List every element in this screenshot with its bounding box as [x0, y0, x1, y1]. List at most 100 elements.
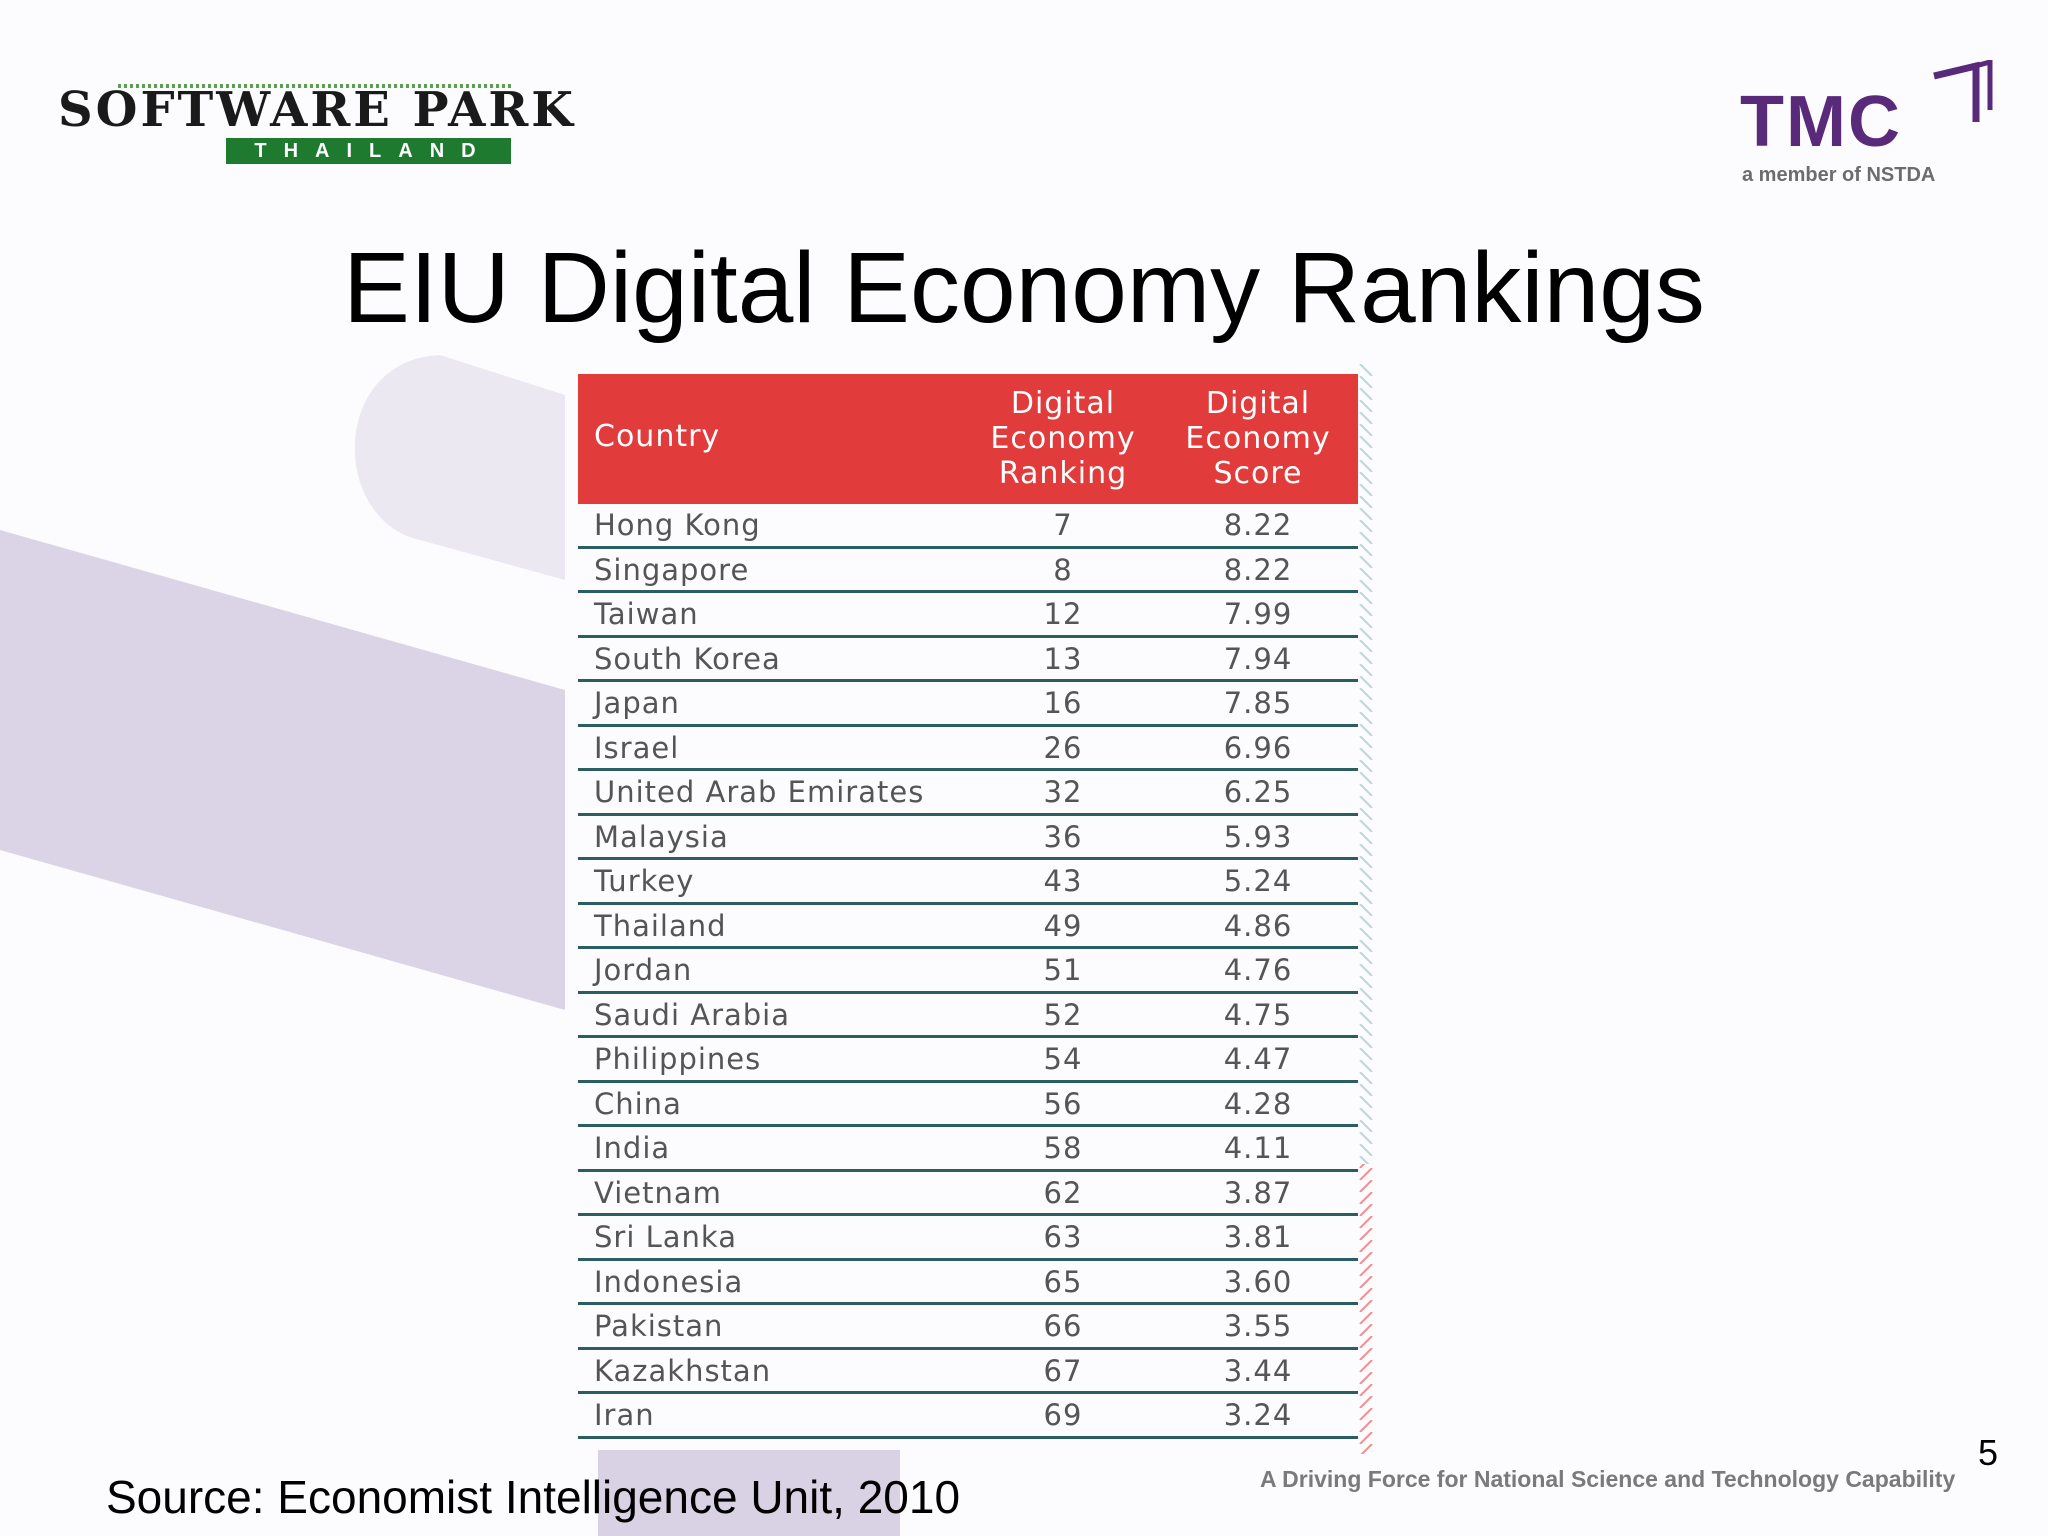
cell-country: South Korea	[594, 641, 781, 676]
table-row: Singapore 8 8.22	[578, 549, 1358, 593]
cell-country: India	[594, 1131, 671, 1165]
cell-rank: 12	[1043, 597, 1083, 631]
cell-rank: 52	[1043, 997, 1083, 1032]
table-row: Israel 26 6.96	[578, 727, 1358, 771]
cell-score: 4.86	[1223, 908, 1293, 943]
cell-score: 3.81	[1223, 1220, 1293, 1254]
cell-score: 5.24	[1223, 864, 1293, 898]
cell-rank: 16	[1043, 686, 1083, 720]
cell-country: Turkey	[594, 864, 695, 898]
cell-country: Pakistan	[594, 1309, 724, 1343]
header-score-line: Score	[1213, 456, 1303, 491]
cell-rank: 69	[1043, 1398, 1083, 1432]
table-row: China 56 4.28	[578, 1083, 1358, 1127]
cell-country: Kazakhstan	[594, 1353, 772, 1388]
table-body: Hong Kong 7 8.22 Singapore 8 8.22 Taiwan 12 7.…	[578, 504, 1358, 1439]
table-edge-hatch-decoration	[1358, 364, 1374, 1454]
software-park-logo-country: THAILAND	[226, 138, 511, 164]
cell-score: 4.47	[1223, 1042, 1293, 1076]
cell-rank: 49	[1043, 908, 1083, 943]
cell-score: 6.96	[1223, 730, 1293, 765]
cell-rank: 62	[1043, 1175, 1083, 1210]
cell-score: 7.85	[1223, 686, 1293, 720]
cell-country: Sri Lanka	[594, 1220, 737, 1254]
source-citation: Source: Economist Intelligence Unit, 201…	[106, 1471, 961, 1523]
table-row: Saudi Arabia 52 4.75	[578, 994, 1358, 1038]
cell-country: Philippines	[594, 1042, 762, 1076]
cell-country: Indonesia	[594, 1264, 744, 1299]
cell-rank: 56	[1043, 1086, 1083, 1121]
cell-score: 4.75	[1223, 997, 1293, 1032]
table-row: India 58 4.11	[578, 1127, 1358, 1172]
cell-score: 3.60	[1223, 1264, 1293, 1299]
cell-country: Hong Kong	[594, 508, 761, 542]
cell-rank: 8	[1053, 552, 1073, 587]
cell-rank: 54	[1043, 1042, 1083, 1076]
table-row: Philippines 54 4.47	[578, 1038, 1358, 1083]
page-number: 5	[1978, 1432, 1999, 1473]
cell-rank: 51	[1043, 953, 1083, 987]
cell-country: Thailand	[594, 908, 727, 943]
table-row: United Arab Emirates 32 6.25	[578, 771, 1358, 816]
tmc-logo-subtitle: a member of NSTDA	[1742, 164, 1936, 186]
cell-country: Jordan	[594, 953, 693, 987]
cell-score: 5.93	[1223, 819, 1293, 854]
cell-rank: 32	[1043, 775, 1083, 809]
header-score-line: Digital	[1205, 386, 1311, 421]
cell-score: 8.22	[1223, 552, 1293, 587]
cell-score: 4.28	[1223, 1086, 1293, 1121]
cell-rank: 65	[1043, 1264, 1083, 1299]
table-row: Thailand 49 4.86	[578, 905, 1358, 949]
table-row: Sri Lanka 63 3.81	[578, 1216, 1358, 1261]
cell-country: Singapore	[594, 552, 750, 587]
table-row: Iran 69 3.24	[578, 1394, 1358, 1439]
footer-tagline: A Driving Force for National Science and…	[1260, 1466, 1956, 1492]
table-row: Japan 16 7.85	[578, 682, 1358, 727]
cell-rank: 43	[1043, 864, 1083, 898]
table-row: Pakistan 66 3.55	[578, 1305, 1358, 1350]
tmc-logo-text: TMC	[1740, 82, 1902, 162]
table-header: Country Digital Economy Ranking Digital …	[578, 374, 1358, 504]
table-row: Indonesia 65 3.60	[578, 1261, 1358, 1305]
source-highlight-band	[598, 1450, 900, 1536]
cell-country: Japan	[594, 686, 680, 720]
cell-country: Vietnam	[594, 1175, 722, 1210]
cell-country: China	[594, 1086, 682, 1121]
header-score-line: Economy	[1185, 421, 1331, 456]
cell-score: 3.24	[1223, 1398, 1293, 1432]
cell-country: United Arab Emirates	[594, 775, 925, 809]
cell-score: 7.99	[1223, 597, 1293, 631]
cell-country: Iran	[594, 1398, 655, 1432]
table-row: Hong Kong 7 8.22	[578, 504, 1358, 549]
header-score: Digital Economy Score	[1163, 386, 1353, 491]
table-row: Kazakhstan 67 3.44	[578, 1350, 1358, 1394]
cell-country: Israel	[594, 730, 680, 765]
cell-score: 7.94	[1223, 641, 1293, 676]
cell-country: Malaysia	[594, 819, 729, 854]
cell-country: Saudi Arabia	[594, 997, 791, 1032]
table-row: South Korea 13 7.94	[578, 638, 1358, 682]
cell-score: 4.11	[1223, 1131, 1293, 1165]
cell-rank: 36	[1043, 819, 1083, 854]
cell-rank: 58	[1043, 1131, 1083, 1165]
header-ranking-line: Economy	[990, 421, 1136, 456]
cell-rank: 7	[1053, 508, 1073, 542]
table-row: Malaysia 36 5.93	[578, 816, 1358, 860]
cell-score: 3.87	[1223, 1175, 1293, 1210]
cell-score: 6.25	[1223, 775, 1293, 809]
tmc-arrow-icon	[1933, 60, 1993, 122]
cell-score: 3.55	[1223, 1309, 1293, 1343]
rankings-table: Country Digital Economy Ranking Digital …	[578, 374, 1358, 1439]
cell-rank: 13	[1043, 641, 1083, 676]
software-park-logo: SOFTWARE PARK THAILAND	[58, 82, 576, 164]
cell-rank: 66	[1043, 1309, 1083, 1343]
table-row: Jordan 51 4.76	[578, 949, 1358, 994]
table-row: Turkey 43 5.24	[578, 860, 1358, 905]
cell-rank: 26	[1043, 730, 1083, 765]
cell-score: 8.22	[1223, 508, 1293, 542]
cell-rank: 67	[1043, 1353, 1083, 1388]
tmc-logo: TMC a member of NSTDA	[1740, 60, 2000, 190]
software-park-logo-text: SOFTWARE PARK	[58, 82, 576, 138]
